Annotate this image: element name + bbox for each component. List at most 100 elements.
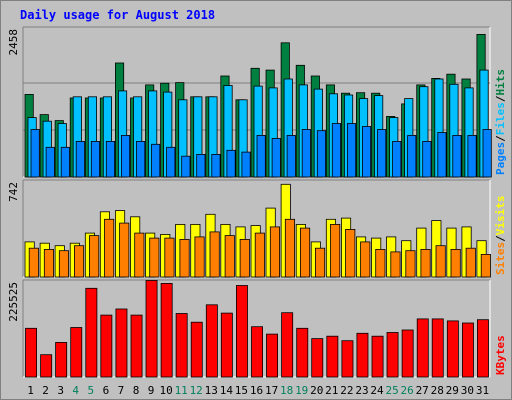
bar-sites-day-28 [435,245,446,278]
bar-kbytes-day-30 [461,322,474,378]
bar-pages-day-17 [271,137,281,178]
middle-max-label: 742 [7,182,20,202]
x-tick-label-1: 1 [27,384,34,397]
legend-files: Files [494,102,507,135]
bar-pages-day-20 [316,130,326,178]
bar-pages-day-11 [181,155,191,178]
bar-pages-day-16 [256,134,266,178]
legend-separator: / [494,135,507,142]
x-tick-label-19: 19 [295,384,308,397]
x-tick-label-7: 7 [118,384,125,397]
bottom-max-label: 225525 [7,282,20,322]
bar-sites-day-17 [269,226,280,278]
bar-pages-day-2 [45,146,55,178]
x-tick-label-8: 8 [133,384,140,397]
bar-kbytes-day-4 [70,327,83,378]
bar-sites-day-26 [405,250,416,278]
bar-sites-day-31 [480,253,491,278]
bar-kbytes-day-5 [85,287,98,378]
bar-sites-day-10 [164,237,175,278]
legend-sites: Sites [494,242,507,275]
bar-pages-day-21 [331,123,341,178]
bar-kbytes-day-15 [235,285,248,378]
bar-sites-day-20 [314,247,326,278]
x-tick-label-27: 27 [416,384,429,397]
bar-sites-day-21 [330,223,341,278]
bar-kbytes-day-10 [160,282,173,378]
x-tick-label-24: 24 [370,384,384,397]
bar-sites-day-6 [104,218,115,278]
bar-kbytes-day-22 [341,340,354,378]
x-tick-label-5: 5 [87,384,94,397]
x-tick-label-13: 13 [205,384,218,397]
legend-hits: Hits [494,69,507,96]
x-tick-label-25: 25 [385,384,398,397]
bar-pages-day-6 [105,140,116,178]
bar-kbytes-day-28 [431,318,444,378]
x-tick-label-22: 22 [340,384,353,397]
bottom-panel: 225525 KBytes [7,279,507,378]
x-tick-label-18: 18 [280,384,293,397]
chart-title: Daily usage for August 2018 [20,8,215,22]
bar-pages-day-4 [75,140,85,178]
bar-sites-day-7 [119,222,130,278]
legend-separator: / [494,95,507,102]
bar-pages-day-18 [286,134,296,178]
bar-pages-day-10 [166,146,176,178]
x-tick-label-29: 29 [446,384,459,397]
bar-pages-day-15 [241,151,251,178]
bar-sites-day-4 [74,245,85,278]
top-max-label: 2458 [7,29,20,56]
x-tick-label-10: 10 [159,384,172,397]
bar-sites-day-18 [284,218,295,278]
x-tick-label-28: 28 [431,384,444,397]
bar-pages-day-24 [377,129,387,178]
bar-kbytes-day-20 [311,338,324,378]
x-tick-label-16: 16 [250,384,263,397]
bar-kbytes-day-25 [386,332,399,378]
bar-kbytes-day-19 [296,327,309,378]
bar-kbytes-day-26 [401,329,414,378]
bar-kbytes-day-24 [371,335,384,378]
x-tick-label-31: 31 [476,384,489,397]
bar-kbytes-day-14 [220,312,233,378]
bar-kbytes-day-18 [281,312,294,378]
bar-sites-day-24 [375,248,386,278]
bar-pages-day-31 [482,129,492,178]
bar-sites-day-15 [239,238,250,278]
x-tick-label-6: 6 [103,384,110,397]
x-tick-label-20: 20 [310,384,323,397]
bar-kbytes-day-12 [190,321,203,378]
bar-pages-day-28 [437,132,447,178]
bar-sites-day-14 [224,235,235,278]
bar-kbytes-day-23 [356,332,369,378]
x-tick-label-4: 4 [72,384,79,397]
bar-pages-day-29 [452,134,462,178]
bar-sites-day-22 [345,228,356,278]
bar-sites-day-5 [89,235,100,278]
legend-visits: Visits [494,196,507,236]
bar-kbytes-day-9 [145,280,158,378]
bar-pages-day-23 [361,126,372,178]
bar-pages-day-27 [422,140,432,178]
bar-pages-day-9 [151,143,161,178]
bar-sites-day-11 [179,238,190,278]
bar-kbytes-day-6 [100,314,113,378]
bar-sites-day-30 [465,247,476,278]
middle-legend: Sites/Visits [494,196,507,276]
bar-pages-day-3 [60,146,70,178]
bar-pages-day-13 [211,153,221,178]
bar-kbytes-day-21 [326,335,339,378]
bar-kbytes-day-7 [115,308,128,378]
bar-sites-day-27 [420,248,431,278]
legend-pages: Pages [494,142,507,175]
bar-sites-day-2 [43,248,54,278]
bar-pages-day-5 [90,140,101,178]
x-tick-label-3: 3 [57,384,64,397]
bar-kbytes-day-3 [55,341,68,378]
legend-separator: / [494,235,507,242]
bar-sites-day-8 [134,232,145,278]
bar-kbytes-day-11 [175,313,188,378]
